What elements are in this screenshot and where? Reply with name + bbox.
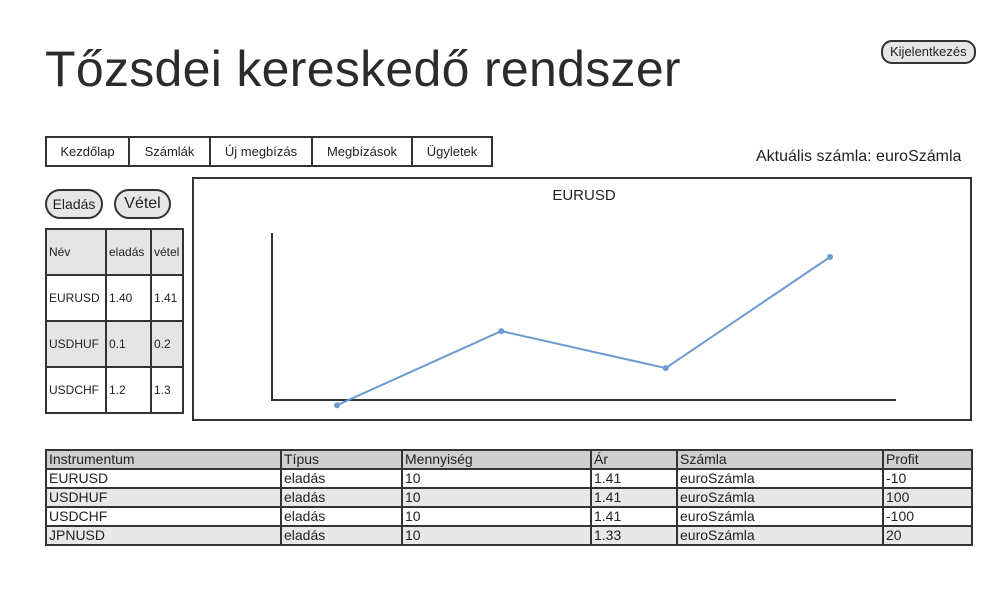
orders-header-price: Ár xyxy=(590,449,678,470)
data-point xyxy=(662,365,669,372)
current-account-label: Aktuális számla: euroSzámla xyxy=(756,148,962,165)
data-point xyxy=(827,254,833,260)
table-row[interactable]: EURUSD eladás 10 1.41 euroSzámla -10 xyxy=(45,468,973,489)
order-instrument: USDHUF xyxy=(45,487,282,508)
price-chart: EURUSD xyxy=(192,177,972,421)
tab-kezdolap[interactable]: Kezdőlap xyxy=(47,138,130,165)
quote-row[interactable]: EURUSD 1.40 1.41 xyxy=(45,274,184,322)
order-price: 1.41 xyxy=(590,487,678,508)
order-instrument: EURUSD xyxy=(45,468,282,489)
order-type: eladás xyxy=(280,506,403,527)
data-point xyxy=(334,402,340,409)
quote-buy-price: 0.2 xyxy=(150,320,184,368)
series-line xyxy=(336,256,831,407)
order-instrument: USDCHF xyxy=(45,506,282,527)
tab-szamlak[interactable]: Számlák xyxy=(130,138,211,165)
order-account: euroSzámla xyxy=(676,487,884,508)
quotes-header-sell: eladás xyxy=(105,228,152,276)
orders-header-row: Instrumentum Típus Mennyiség Ár Számla P… xyxy=(45,449,973,470)
order-type: eladás xyxy=(280,468,403,489)
quote-row[interactable]: USDCHF 1.2 1.3 xyxy=(45,366,184,414)
tab-uj-megbizas[interactable]: Új megbízás xyxy=(211,138,313,165)
chart-plot xyxy=(271,233,896,409)
order-price: 1.33 xyxy=(590,525,678,546)
order-profit: -100 xyxy=(882,506,973,527)
quote-buy-price: 1.3 xyxy=(150,366,184,414)
table-row[interactable]: JPNUSD eladás 10 1.33 euroSzámla 20 xyxy=(45,525,973,546)
quotes-header-buy: vétel xyxy=(150,228,184,276)
page-title: Tőzsdei kereskedő rendszer xyxy=(45,41,681,97)
data-point xyxy=(498,328,505,335)
quote-sell-price: 1.2 xyxy=(105,366,152,414)
tab-megbizasok[interactable]: Megbízások xyxy=(313,138,413,165)
order-instrument: JPNUSD xyxy=(45,525,282,546)
order-quantity: 10 xyxy=(401,487,592,508)
order-profit: 100 xyxy=(882,487,973,508)
table-row[interactable]: USDHUF eladás 10 1.41 euroSzámla 100 xyxy=(45,487,973,508)
logout-button[interactable]: Kijelentkezés xyxy=(881,40,976,64)
quote-name: USDHUF xyxy=(45,320,107,368)
order-account: euroSzámla xyxy=(676,525,884,546)
orders-table: Instrumentum Típus Mennyiség Ár Számla P… xyxy=(45,449,973,546)
order-price: 1.41 xyxy=(590,468,678,489)
order-account: euroSzámla xyxy=(676,468,884,489)
quote-name: EURUSD xyxy=(45,274,107,322)
order-account: euroSzámla xyxy=(676,506,884,527)
orders-header-type: Típus xyxy=(280,449,403,470)
order-quantity: 10 xyxy=(401,506,592,527)
chart-title: EURUSD xyxy=(552,187,616,204)
table-row[interactable]: USDCHF eladás 10 1.41 euroSzámla -100 xyxy=(45,506,973,527)
sell-button[interactable]: Eladás xyxy=(45,189,103,219)
order-profit: -10 xyxy=(882,468,973,489)
quote-sell-price: 1.40 xyxy=(105,274,152,322)
quotes-header-name: Név xyxy=(45,228,107,276)
order-price: 1.41 xyxy=(590,506,678,527)
quotes-header-row: Név eladás vétel xyxy=(45,228,184,276)
order-quantity: 10 xyxy=(401,525,592,546)
order-type: eladás xyxy=(280,487,403,508)
quote-name: USDCHF xyxy=(45,366,107,414)
quotes-table: Név eladás vétel EURUSD 1.40 1.41 USDHUF… xyxy=(45,228,184,414)
order-type: eladás xyxy=(280,525,403,546)
orders-header-quantity: Mennyiség xyxy=(401,449,592,470)
orders-header-instrument: Instrumentum xyxy=(45,449,282,470)
buy-button[interactable]: Vétel xyxy=(114,189,171,219)
main-nav: Kezdőlap Számlák Új megbízás Megbízások … xyxy=(45,136,493,167)
orders-header-profit: Profit xyxy=(882,449,973,470)
order-quantity: 10 xyxy=(401,468,592,489)
quote-row[interactable]: USDHUF 0.1 0.2 xyxy=(45,320,184,368)
tab-ugyletek[interactable]: Ügyletek xyxy=(413,138,491,165)
quote-buy-price: 1.41 xyxy=(150,274,184,322)
orders-header-account: Számla xyxy=(676,449,884,470)
order-profit: 20 xyxy=(882,525,973,546)
quote-sell-price: 0.1 xyxy=(105,320,152,368)
